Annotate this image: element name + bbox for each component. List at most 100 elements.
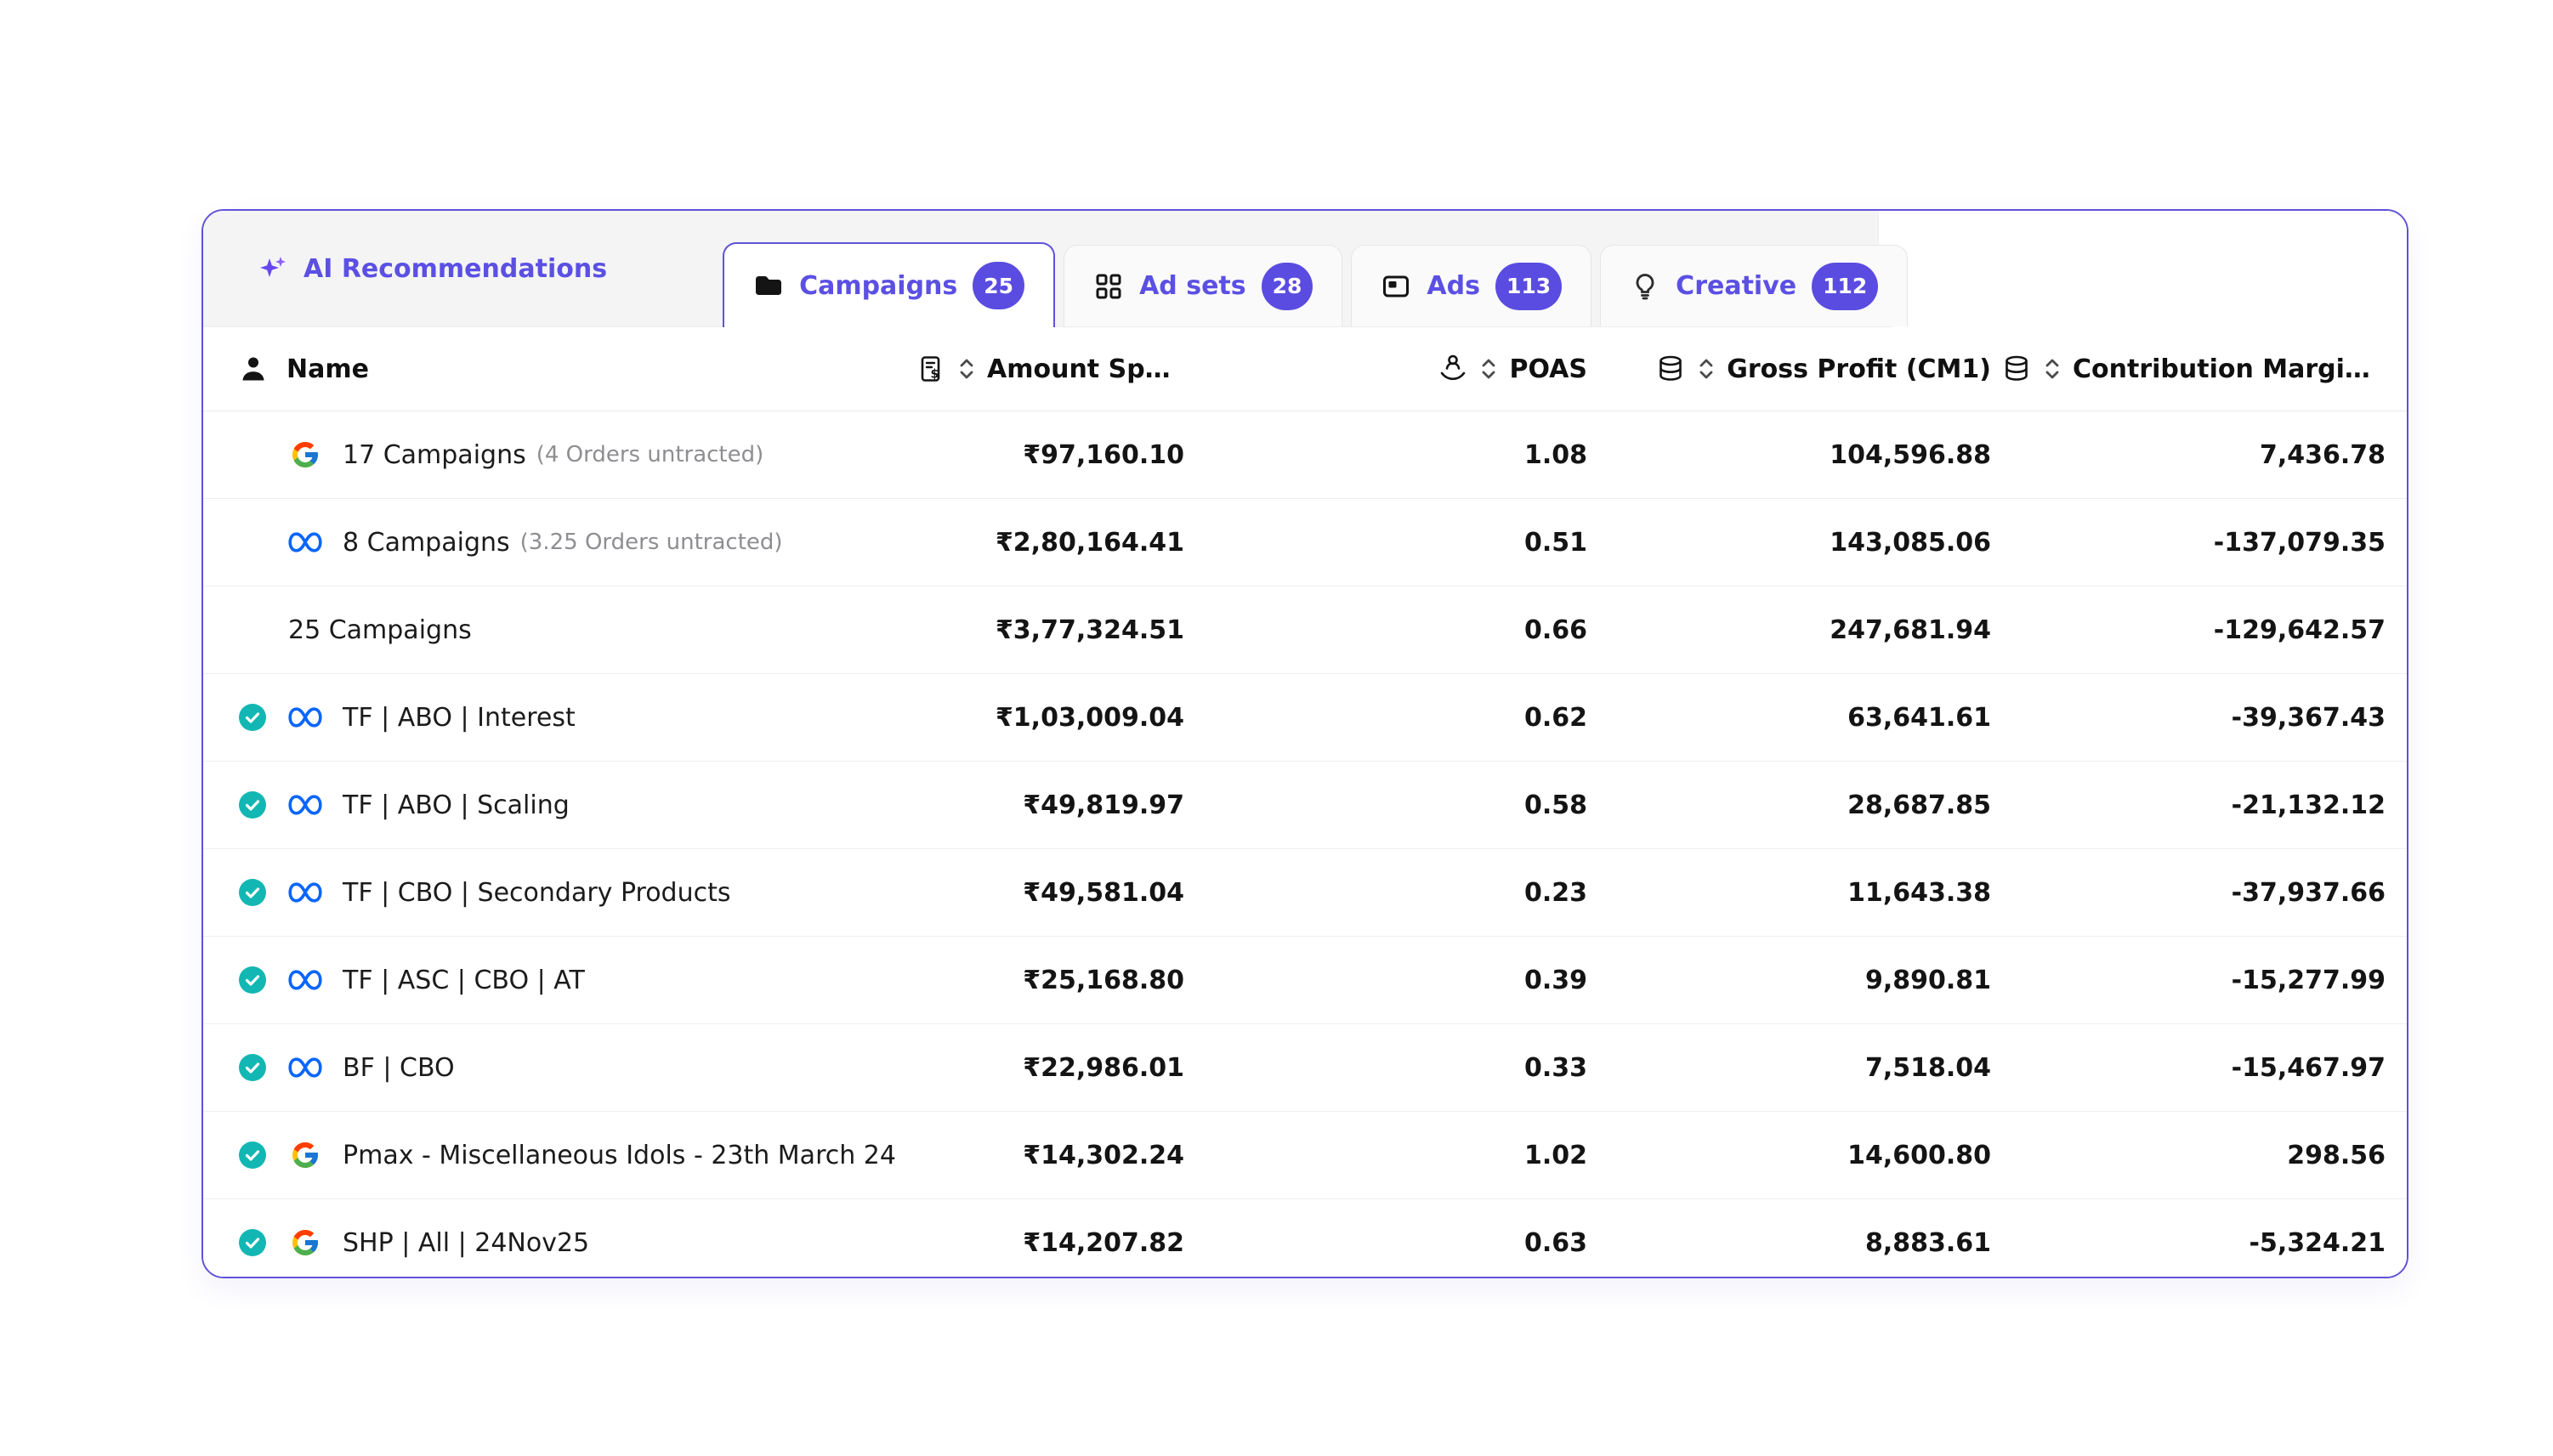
row-checkbox[interactable] xyxy=(239,1142,266,1169)
cell-gross-profit: 7,518.04 xyxy=(1864,1052,1991,1083)
platform-slot xyxy=(288,1057,322,1079)
folder-icon xyxy=(753,270,784,301)
table-body: 17 Campaigns (4 Orders untracted) ₹97,16… xyxy=(203,411,2407,1277)
cell-poas: 0.33 xyxy=(1523,1052,1587,1083)
row-checkbox[interactable] xyxy=(239,529,266,556)
column-header-gross-profit[interactable]: Gross Profit (CM1) xyxy=(1597,354,2001,384)
row-checkbox[interactable] xyxy=(239,1054,266,1081)
tab-creative[interactable]: Creative 112 xyxy=(1600,245,1909,326)
row-name-cell: TF | CBO | Secondary Products xyxy=(203,878,917,908)
table-row[interactable]: TF | ABO | Scaling ₹49,819.97 0.58 28,68… xyxy=(203,762,2407,849)
row-name: 17 Campaigns xyxy=(343,439,526,470)
tab-campaigns[interactable]: Campaigns 25 xyxy=(723,242,1056,327)
row-checkbox[interactable] xyxy=(239,1229,266,1256)
cell-poas: 1.02 xyxy=(1523,1140,1587,1170)
platform-slot xyxy=(288,706,322,728)
cell-contribution-margin: -15,467.97 xyxy=(2231,1052,2386,1083)
row-checkbox[interactable] xyxy=(239,879,266,906)
table-row[interactable]: TF | ABO | Interest ₹1,03,009.04 0.62 63… xyxy=(203,674,2407,762)
row-name-cell: TF | ASC | CBO | AT xyxy=(203,966,917,995)
platform-slot xyxy=(288,1140,322,1170)
tab-ad-sets[interactable]: Ad sets 28 xyxy=(1064,245,1343,326)
table-row[interactable]: BF | CBO ₹22,986.01 0.33 7,518.04 -15,46… xyxy=(203,1024,2407,1112)
row-checkbox[interactable] xyxy=(239,616,266,643)
row-name-cell: TF | ABO | Scaling xyxy=(203,790,917,820)
tab-label: Ad sets xyxy=(1139,271,1246,301)
cell-amount-spent: ₹97,160.10 xyxy=(1023,439,1184,470)
column-label: Amount Spent xyxy=(987,354,1184,384)
column-label: Name xyxy=(287,354,369,384)
sort-chevrons-icon[interactable] xyxy=(958,355,975,382)
sort-chevrons-icon[interactable] xyxy=(1480,355,1497,382)
column-header-amount-spent[interactable]: $ Amount Spent xyxy=(917,354,1198,384)
row-checkbox[interactable] xyxy=(239,441,266,468)
row-name-cell: TF | ABO | Interest xyxy=(203,703,917,733)
meta-icon xyxy=(288,707,322,728)
header-right-area xyxy=(1878,211,2407,327)
tab-ads[interactable]: Ads 113 xyxy=(1351,245,1592,326)
table-row[interactable]: TF | CBO | Secondary Products ₹49,581.04… xyxy=(203,849,2407,937)
hand-user-icon xyxy=(1438,354,1468,384)
tab-label: Creative xyxy=(1676,271,1797,301)
tab-count-badge: 113 xyxy=(1495,262,1563,310)
table-row[interactable]: 25 Campaigns ₹3,77,324.51 0.66 247,681.9… xyxy=(203,586,2407,674)
cell-gross-profit: 63,641.61 xyxy=(1847,702,1991,733)
cell-amount-spent: ₹22,986.01 xyxy=(1023,1052,1184,1083)
cell-contribution-margin: 298.56 xyxy=(2287,1140,2386,1170)
cell-amount-spent: ₹49,819.97 xyxy=(1023,790,1184,820)
table-header: Name $ Amount Spent xyxy=(203,327,2407,411)
table-row[interactable]: TF | ASC | CBO | AT ₹25,168.80 0.39 9,89… xyxy=(203,937,2407,1024)
table-row[interactable]: 17 Campaigns (4 Orders untracted) ₹97,16… xyxy=(203,411,2407,499)
row-checkbox[interactable] xyxy=(239,966,266,994)
check-circle-icon xyxy=(239,1054,266,1081)
tab-ai-recommendations[interactable]: AI Recommendations xyxy=(203,211,607,326)
row-checkbox[interactable] xyxy=(239,791,266,819)
invoice-icon: $ xyxy=(917,354,946,383)
tab-count-badge: 25 xyxy=(973,262,1025,309)
grid-icon xyxy=(1093,271,1124,302)
cell-amount-spent: ₹14,207.82 xyxy=(1023,1227,1184,1258)
cell-contribution-margin: -39,367.43 xyxy=(2231,702,2386,733)
tab-count-badge: 112 xyxy=(1812,262,1879,310)
column-header-name[interactable]: Name xyxy=(203,354,917,384)
cell-contribution-margin: -5,324.21 xyxy=(2249,1227,2386,1258)
row-name: TF | ASC | CBO | AT xyxy=(343,965,585,995)
sort-chevrons-icon[interactable] xyxy=(2044,355,2061,382)
cell-poas: 0.58 xyxy=(1523,790,1587,820)
cell-gross-profit: 8,883.61 xyxy=(1864,1227,1991,1258)
row-checkbox[interactable] xyxy=(239,704,266,731)
check-circle-icon xyxy=(239,966,266,994)
row-name: 8 Campaigns xyxy=(343,527,510,558)
column-header-poas[interactable]: POAS xyxy=(1198,354,1597,384)
column-header-contribution-margin[interactable]: Contribution Margin ... xyxy=(2001,354,2406,384)
cell-amount-spent: ₹49,581.04 xyxy=(1023,877,1184,908)
check-circle-icon xyxy=(239,879,266,906)
campaigns-panel: AI Recommendations Campaigns 25 xyxy=(201,209,2408,1278)
table-row[interactable]: SHP | All | 24Nov25 ₹14,207.82 0.63 8,88… xyxy=(203,1199,2407,1277)
cell-poas: 0.63 xyxy=(1523,1227,1587,1258)
table-row[interactable]: Pmax - Miscellaneous Idols - 23th March … xyxy=(203,1112,2407,1199)
meta-icon xyxy=(288,970,322,990)
cell-amount-spent: ₹14,302.24 xyxy=(1023,1140,1184,1170)
platform-slot xyxy=(288,439,322,470)
cell-contribution-margin: -21,132.12 xyxy=(2231,790,2386,820)
cell-poas: 0.66 xyxy=(1523,615,1587,645)
row-name: TF | ABO | Scaling xyxy=(343,790,570,820)
sparkle-icon xyxy=(258,253,288,284)
check-circle-icon xyxy=(239,1229,266,1256)
column-label: POAS xyxy=(1509,354,1587,384)
row-name-cell: 8 Campaigns (3.25 Orders untracted) xyxy=(203,528,917,558)
row-name: TF | ABO | Interest xyxy=(343,702,576,733)
svg-text:$: $ xyxy=(931,368,939,382)
row-name: 25 Campaigns xyxy=(288,615,472,645)
cell-gross-profit: 247,681.94 xyxy=(1830,615,1991,645)
platform-slot xyxy=(288,1227,322,1258)
cell-contribution-margin: 7,436.78 xyxy=(2259,439,2386,470)
cell-poas: 0.39 xyxy=(1523,965,1587,995)
table-row[interactable]: 8 Campaigns (3.25 Orders untracted) ₹2,8… xyxy=(203,499,2407,586)
window-icon xyxy=(1381,271,1411,302)
person-icon xyxy=(239,354,268,383)
platform-slot xyxy=(288,531,322,553)
platform-slot xyxy=(288,969,322,991)
sort-chevrons-icon[interactable] xyxy=(1698,355,1715,382)
